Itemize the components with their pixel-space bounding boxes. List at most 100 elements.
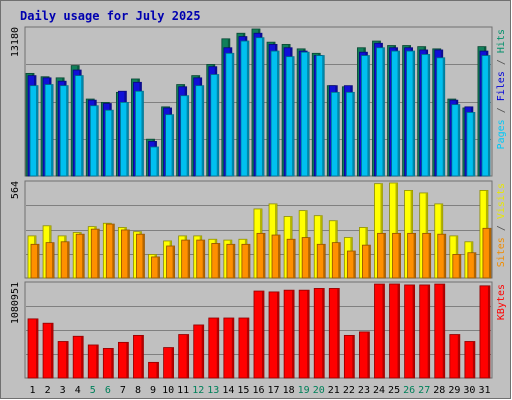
- bar-kbytes-day-2: [42, 322, 54, 379]
- bar-pages-day-28: [436, 57, 446, 177]
- bar-sites-day-26: [407, 232, 417, 279]
- bar-shade: [141, 91, 144, 176]
- bar-shade: [395, 183, 398, 278]
- bar-kbytes-day-29: [449, 334, 461, 379]
- bar-shade: [308, 237, 311, 278]
- day-label: 11: [177, 385, 189, 396]
- bar-shade: [141, 335, 144, 378]
- bar-shade: [352, 92, 355, 176]
- bar-shade: [216, 74, 219, 176]
- bar-shade: [337, 92, 340, 176]
- bar-shade: [337, 288, 340, 378]
- bar-sites-day-7: [120, 229, 130, 279]
- bar-pages-day-25: [391, 50, 400, 177]
- bar-shade: [51, 323, 54, 378]
- day-label: 8: [135, 385, 141, 396]
- bar-shade: [186, 95, 189, 176]
- legend-part: Hits: [496, 29, 507, 53]
- bar-body: [60, 241, 70, 279]
- bar-shade: [277, 291, 280, 378]
- day-label: 14: [222, 385, 234, 396]
- day-label: 16: [252, 385, 264, 396]
- bar-shade: [277, 51, 280, 176]
- bar-shade: [412, 51, 415, 176]
- bar-shade: [111, 110, 114, 176]
- bar-sites-day-16: [256, 232, 266, 279]
- day-label: 15: [237, 385, 249, 396]
- bar-kbytes-day-13: [208, 317, 220, 379]
- bar-pages-day-20: [315, 55, 325, 177]
- bar-sites-day-24: [377, 232, 386, 279]
- bar-pages-day-16: [255, 37, 265, 177]
- bar-kbytes-day-10: [163, 347, 174, 379]
- bar-pages-day-17: [270, 50, 280, 177]
- bar-shade: [261, 37, 264, 177]
- bar-pages-day-18: [285, 56, 295, 177]
- bar-pages-day-14: [225, 52, 235, 177]
- bar-pages-day-26: [406, 50, 416, 177]
- day-label: 3: [60, 385, 66, 396]
- bar-kbytes-day-17: [268, 291, 280, 379]
- day-label: 19: [298, 385, 310, 396]
- bar-pages-day-19: [300, 51, 310, 177]
- bar-shade: [382, 47, 385, 176]
- bar-shade: [67, 241, 70, 278]
- bar-kbytes-day-11: [178, 334, 190, 379]
- chart-panels: 13180 Pages / Files / Hits 564 Sites / Visi…: [10, 26, 507, 379]
- bar-pages-day-24: [376, 47, 385, 177]
- bar-shade: [81, 336, 84, 378]
- bar-sites-day-23: [362, 244, 371, 279]
- bar-pages-day-21: [330, 91, 340, 177]
- bar-shade: [96, 105, 99, 176]
- bar-pages-day-5: [89, 105, 99, 177]
- bar-sites-day-20: [316, 243, 326, 279]
- bar-shade: [126, 342, 129, 378]
- bar-shade: [472, 341, 475, 378]
- bar-pages-day-11: [180, 95, 190, 177]
- bar-shade: [66, 85, 69, 176]
- bar-shade: [292, 56, 295, 176]
- bar-shade: [112, 224, 115, 278]
- bar-shade: [322, 288, 325, 378]
- bar-kbytes-day-31: [479, 285, 491, 379]
- bar-kbytes-day-7: [117, 341, 129, 379]
- bar-shade: [127, 229, 130, 278]
- day-label: 18: [283, 385, 295, 396]
- legend-part: /: [496, 219, 507, 237]
- bar-shade: [380, 183, 383, 278]
- bar-shade: [292, 290, 295, 378]
- bar-shade: [261, 291, 264, 378]
- bar-body: [57, 341, 69, 379]
- bar-body: [59, 85, 69, 177]
- day-label: 12: [192, 385, 204, 396]
- bar-kbytes-day-1: [27, 318, 39, 379]
- day-label: 22: [343, 385, 355, 396]
- bar-shade: [202, 240, 205, 278]
- bar-kbytes-day-26: [404, 284, 416, 379]
- bar-shade: [278, 235, 281, 278]
- bar-pages-day-3: [59, 85, 69, 177]
- bar-sites-day-5: [90, 228, 100, 279]
- bar-shade: [293, 239, 296, 278]
- bar-kbytes-day-9: [148, 361, 159, 379]
- bar-sites-day-27: [422, 232, 432, 279]
- day-label: 21: [328, 385, 340, 396]
- bar-sites-day-21: [331, 242, 341, 279]
- bar-shade: [36, 318, 38, 378]
- bar-shade: [201, 85, 204, 176]
- bar-pages-day-13: [210, 74, 220, 177]
- panel-legend: KBytes: [496, 284, 507, 320]
- panel-2: 1080951 KBytes: [10, 281, 507, 379]
- bar-shade: [427, 284, 430, 378]
- bar-kbytes-day-24: [374, 283, 385, 379]
- chart-title: Daily usage for July 2025: [20, 9, 201, 23]
- bar-sites-day-13: [211, 243, 221, 279]
- bar-shade: [216, 318, 219, 378]
- bar-shade: [488, 228, 491, 278]
- bar-shade: [352, 335, 355, 378]
- bar-sites-day-3: [60, 241, 70, 279]
- bar-sites-day-8: [136, 233, 145, 279]
- day-label: 23: [358, 385, 370, 396]
- bar-sites-day-31: [482, 227, 492, 279]
